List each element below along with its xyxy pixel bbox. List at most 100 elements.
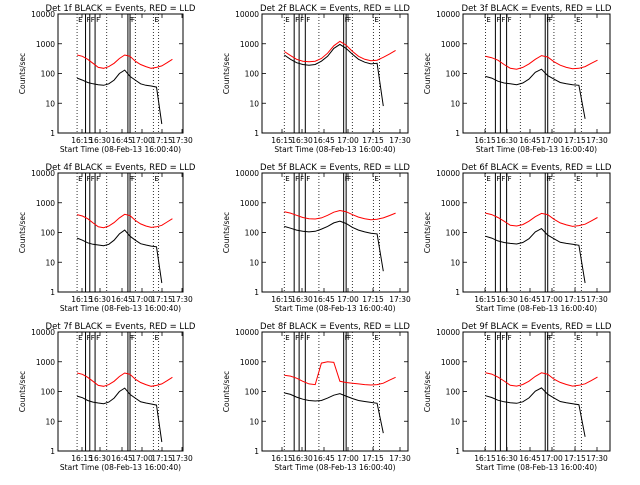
x-tick-label: 17:30	[586, 454, 608, 463]
chart-title: Det 1f BLACK = Events, RED = LLD	[46, 4, 196, 14]
x-tick-label: 17:00	[541, 454, 563, 463]
y-tick-label: 1000	[36, 199, 55, 208]
x-tick-label: 17:00	[541, 295, 563, 304]
x-tick-label: 16:15	[71, 295, 93, 304]
y-tick-label: 10000	[31, 169, 55, 178]
x-tick-label: 17:15	[362, 454, 384, 463]
x-axis-label: Start Time (08-Feb-13 16:00:40)	[476, 463, 597, 472]
time-marker-label: F	[347, 175, 351, 183]
x-tick-label: 16:15	[474, 136, 496, 145]
y-tick-label: 10	[45, 99, 55, 108]
x-tick-label: 17:30	[171, 136, 193, 145]
y-tick-label: 10000	[31, 328, 55, 337]
lld-series-line	[76, 372, 173, 387]
time-marker-label: E	[154, 175, 158, 183]
events-series-line	[76, 69, 163, 125]
time-marker-label: F	[131, 16, 135, 24]
time-marker-label: F	[129, 175, 133, 183]
y-tick-label: 1000	[441, 358, 460, 367]
x-axis-label: Start Time (08-Feb-13 16:00:40)	[274, 463, 395, 472]
x-tick-label: 17:15	[151, 454, 173, 463]
chart-title: Det 6f BLACK = Events, RED = LLD	[462, 163, 612, 173]
time-marker-label: F	[91, 175, 95, 183]
x-axis-label: Start Time (08-Feb-13 16:00:40)	[60, 304, 181, 313]
lld-series-line	[284, 40, 396, 63]
x-tick-label: 16:15	[71, 136, 93, 145]
time-marker-label: F	[300, 175, 304, 183]
time-marker-label: E	[285, 175, 289, 183]
x-tick-label: 16:45	[519, 454, 541, 463]
y-tick-label: 100	[245, 70, 260, 79]
y-tick-label: 10000	[436, 169, 460, 178]
y-tick-label: 100	[446, 229, 461, 238]
time-marker-label: F	[295, 16, 299, 24]
y-tick-label: 10	[45, 258, 55, 267]
x-tick-label: 17:30	[586, 295, 608, 304]
detector-panel: Det 7f BLACK = Events, RED = LLD 1 10 100 10…	[18, 322, 196, 472]
x-axis-label: Start Time (08-Feb-13 16:00:40)	[274, 304, 395, 313]
events-series-line	[485, 227, 586, 284]
y-tick-label: 1000	[240, 199, 259, 208]
time-marker-label: E	[486, 334, 490, 342]
plot-frame	[462, 172, 611, 293]
x-tick-label: 16:15	[474, 295, 496, 304]
x-axis-label: Start Time (08-Feb-13 16:00:40)	[60, 463, 181, 472]
time-marker-label: E	[154, 334, 158, 342]
events-series-line	[284, 392, 384, 434]
y-tick-label: 10	[249, 258, 259, 267]
time-marker-label: F	[345, 175, 349, 183]
y-tick-label: 100	[446, 388, 461, 397]
x-tick-label: 16:45	[313, 454, 335, 463]
time-marker-label: F	[295, 334, 299, 342]
x-tick-label: 16:15	[271, 454, 293, 463]
y-axis-label: Counts/sec	[423, 212, 432, 253]
x-tick-label: 17:30	[586, 136, 608, 145]
detector-panel: Det 9f BLACK = Events, RED = LLD 1 10 100 10…	[423, 322, 612, 472]
time-marker-label: F	[295, 175, 299, 183]
x-tick-label: 16:30	[291, 136, 313, 145]
y-tick-label: 10	[45, 417, 55, 426]
x-tick-label: 16:45	[519, 136, 541, 145]
x-tick-label: 17:15	[564, 454, 586, 463]
time-marker-label: F	[501, 16, 505, 24]
time-marker-label: F	[87, 16, 91, 24]
x-tick-label: 16:45	[313, 295, 335, 304]
events-series-line	[485, 387, 586, 437]
detector-panel: Det 6f BLACK = Events, RED = LLD 1 10 100 10…	[423, 163, 612, 313]
x-tick-label: 16:45	[111, 295, 133, 304]
lld-series-line	[485, 372, 598, 387]
time-marker-label: E	[576, 16, 580, 24]
time-marker-label: F	[131, 175, 135, 183]
time-marker-label: E	[78, 16, 82, 24]
y-axis-label: Counts/sec	[423, 371, 432, 412]
x-tick-label: 16:30	[89, 295, 111, 304]
x-tick-label: 17:30	[389, 454, 411, 463]
time-marker-label: F	[501, 334, 505, 342]
plot-frame	[261, 13, 409, 134]
x-tick-label: 16:45	[313, 136, 335, 145]
chart-title: Det 4f BLACK = Events, RED = LLD	[46, 163, 196, 173]
y-tick-label: 10000	[235, 10, 259, 19]
y-axis-label: Counts/sec	[18, 212, 27, 253]
lld-series-line	[76, 213, 173, 229]
time-marker-label: E	[576, 175, 580, 183]
y-tick-label: 100	[245, 388, 260, 397]
plot-frame	[261, 172, 409, 293]
y-tick-label: 10000	[235, 169, 259, 178]
time-marker-label: E	[374, 16, 378, 24]
x-tick-label: 16:45	[111, 136, 133, 145]
chart-title: Det 8f BLACK = Events, RED = LLD	[260, 322, 410, 332]
x-tick-label: 16:30	[291, 454, 313, 463]
time-marker-label: F	[306, 175, 310, 183]
x-tick-label: 17:30	[389, 136, 411, 145]
y-axis-label: Counts/sec	[222, 53, 231, 94]
y-tick-label: 1	[455, 447, 460, 456]
y-tick-label: 100	[41, 70, 56, 79]
chart-title: Det 5f BLACK = Events, RED = LLD	[260, 163, 410, 173]
y-tick-label: 100	[41, 229, 56, 238]
x-tick-label: 16:15	[71, 454, 93, 463]
detector-panel: Det 4f BLACK = Events, RED = LLD 1 10 100 10…	[18, 163, 196, 313]
lld-series-line	[485, 55, 598, 70]
